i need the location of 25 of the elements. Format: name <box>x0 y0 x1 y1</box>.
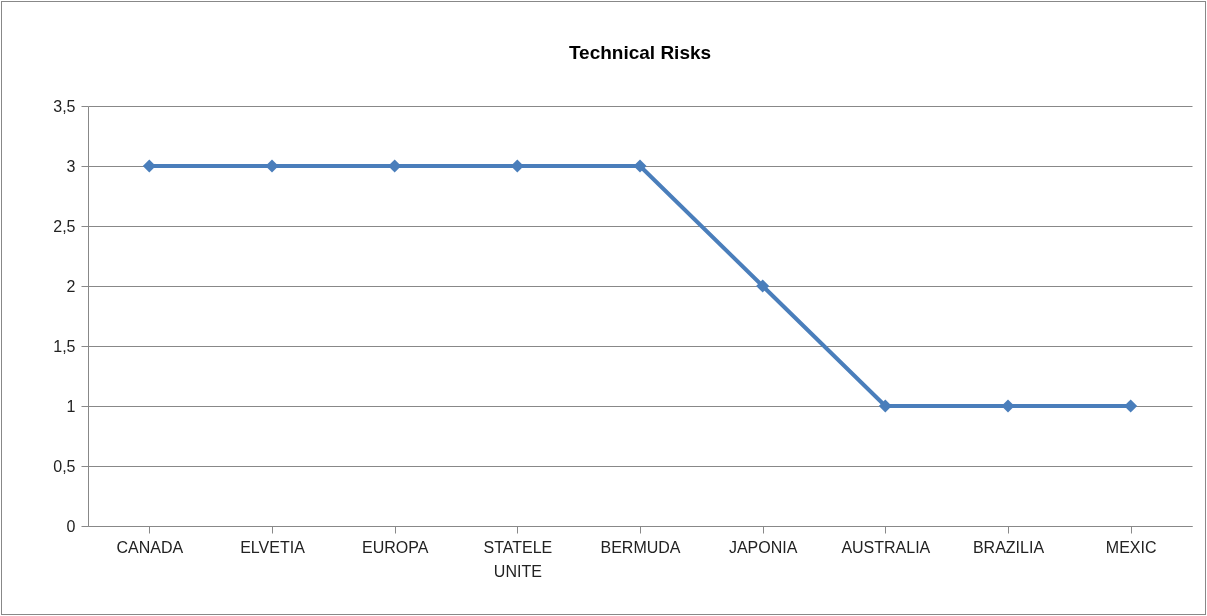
x-tick-label: MEXIC <box>1105 538 1157 556</box>
y-tick-label: 1 <box>66 397 76 415</box>
point <box>142 159 156 173</box>
y-tick-label: 0,5 <box>53 457 76 475</box>
point <box>265 159 279 173</box>
point <box>1124 399 1138 413</box>
x-tick-label: AUSTRALIA <box>841 538 931 556</box>
y-tick-label: 2,5 <box>53 217 76 235</box>
point <box>633 159 647 173</box>
point <box>878 399 892 413</box>
x-tick-label: CANADA <box>116 538 184 556</box>
point <box>756 279 770 293</box>
x-tick-label: JAPONIA <box>728 538 798 556</box>
chart-title: Technical Risks <box>568 42 712 63</box>
x-tick-label: ELVETIA <box>240 538 306 556</box>
x-tick-label: STATELE UNITE <box>483 538 553 580</box>
point <box>1001 399 1015 413</box>
y-tick-label: 2 <box>66 277 76 295</box>
y-tick-label: 3,5 <box>53 97 76 115</box>
x-tick-label: BRAZILIA <box>972 538 1045 556</box>
x-tick-label: EUROPA <box>361 538 429 556</box>
x-tick-label: BERMUDA <box>600 538 681 556</box>
y-tick-label: 1,5 <box>53 337 76 355</box>
y-tick-label: 0 <box>66 517 76 535</box>
y-tick-label: 3 <box>66 157 76 175</box>
